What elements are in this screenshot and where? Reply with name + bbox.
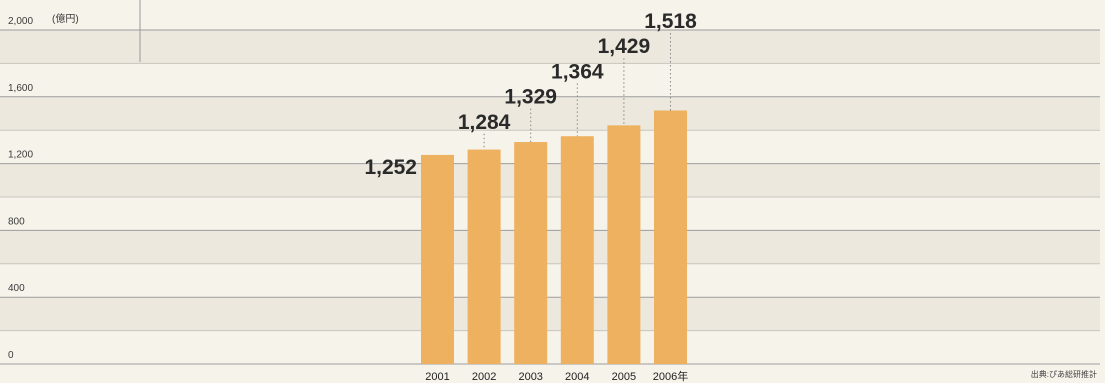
background-bands xyxy=(0,30,1100,331)
x-tick-label: 2004 xyxy=(565,371,589,383)
x-tick-label: 2006年 xyxy=(653,369,688,383)
bar xyxy=(421,155,454,364)
x-tick-label: 2002 xyxy=(472,371,496,383)
background-band xyxy=(0,297,1100,330)
y-tick-label: 1,600 xyxy=(8,83,33,94)
bar xyxy=(607,125,640,364)
y-axis-unit: (億円) xyxy=(52,12,79,25)
x-tick-label: 2001 xyxy=(425,371,449,383)
value-label: 1,429 xyxy=(598,35,651,58)
value-label: 1,518 xyxy=(644,10,697,33)
y-tick-label: 400 xyxy=(8,283,25,294)
source-note: 出典:ぴあ総研推計 xyxy=(1031,369,1097,379)
x-tick-label: 2003 xyxy=(518,371,542,383)
bar xyxy=(654,110,687,364)
background-band xyxy=(0,230,1100,263)
value-label: 1,284 xyxy=(458,111,511,134)
value-label: 1,252 xyxy=(364,156,417,179)
y-tick-label: 2,000 xyxy=(8,16,33,27)
y-tick-label: 0 xyxy=(8,350,14,361)
bar xyxy=(468,150,501,364)
bar xyxy=(514,142,547,364)
x-tick-label: 2005 xyxy=(612,371,636,383)
bar xyxy=(561,136,594,364)
y-tick-label: 1,200 xyxy=(8,150,33,161)
x-axis-labels: 2001 2002 2003 2004 2005 2006年 xyxy=(425,369,688,383)
background-band xyxy=(0,30,1100,63)
background-band xyxy=(0,164,1100,197)
value-label: 1,329 xyxy=(504,86,557,109)
y-tick-label: 800 xyxy=(8,216,25,227)
value-label: 1,364 xyxy=(551,60,604,83)
